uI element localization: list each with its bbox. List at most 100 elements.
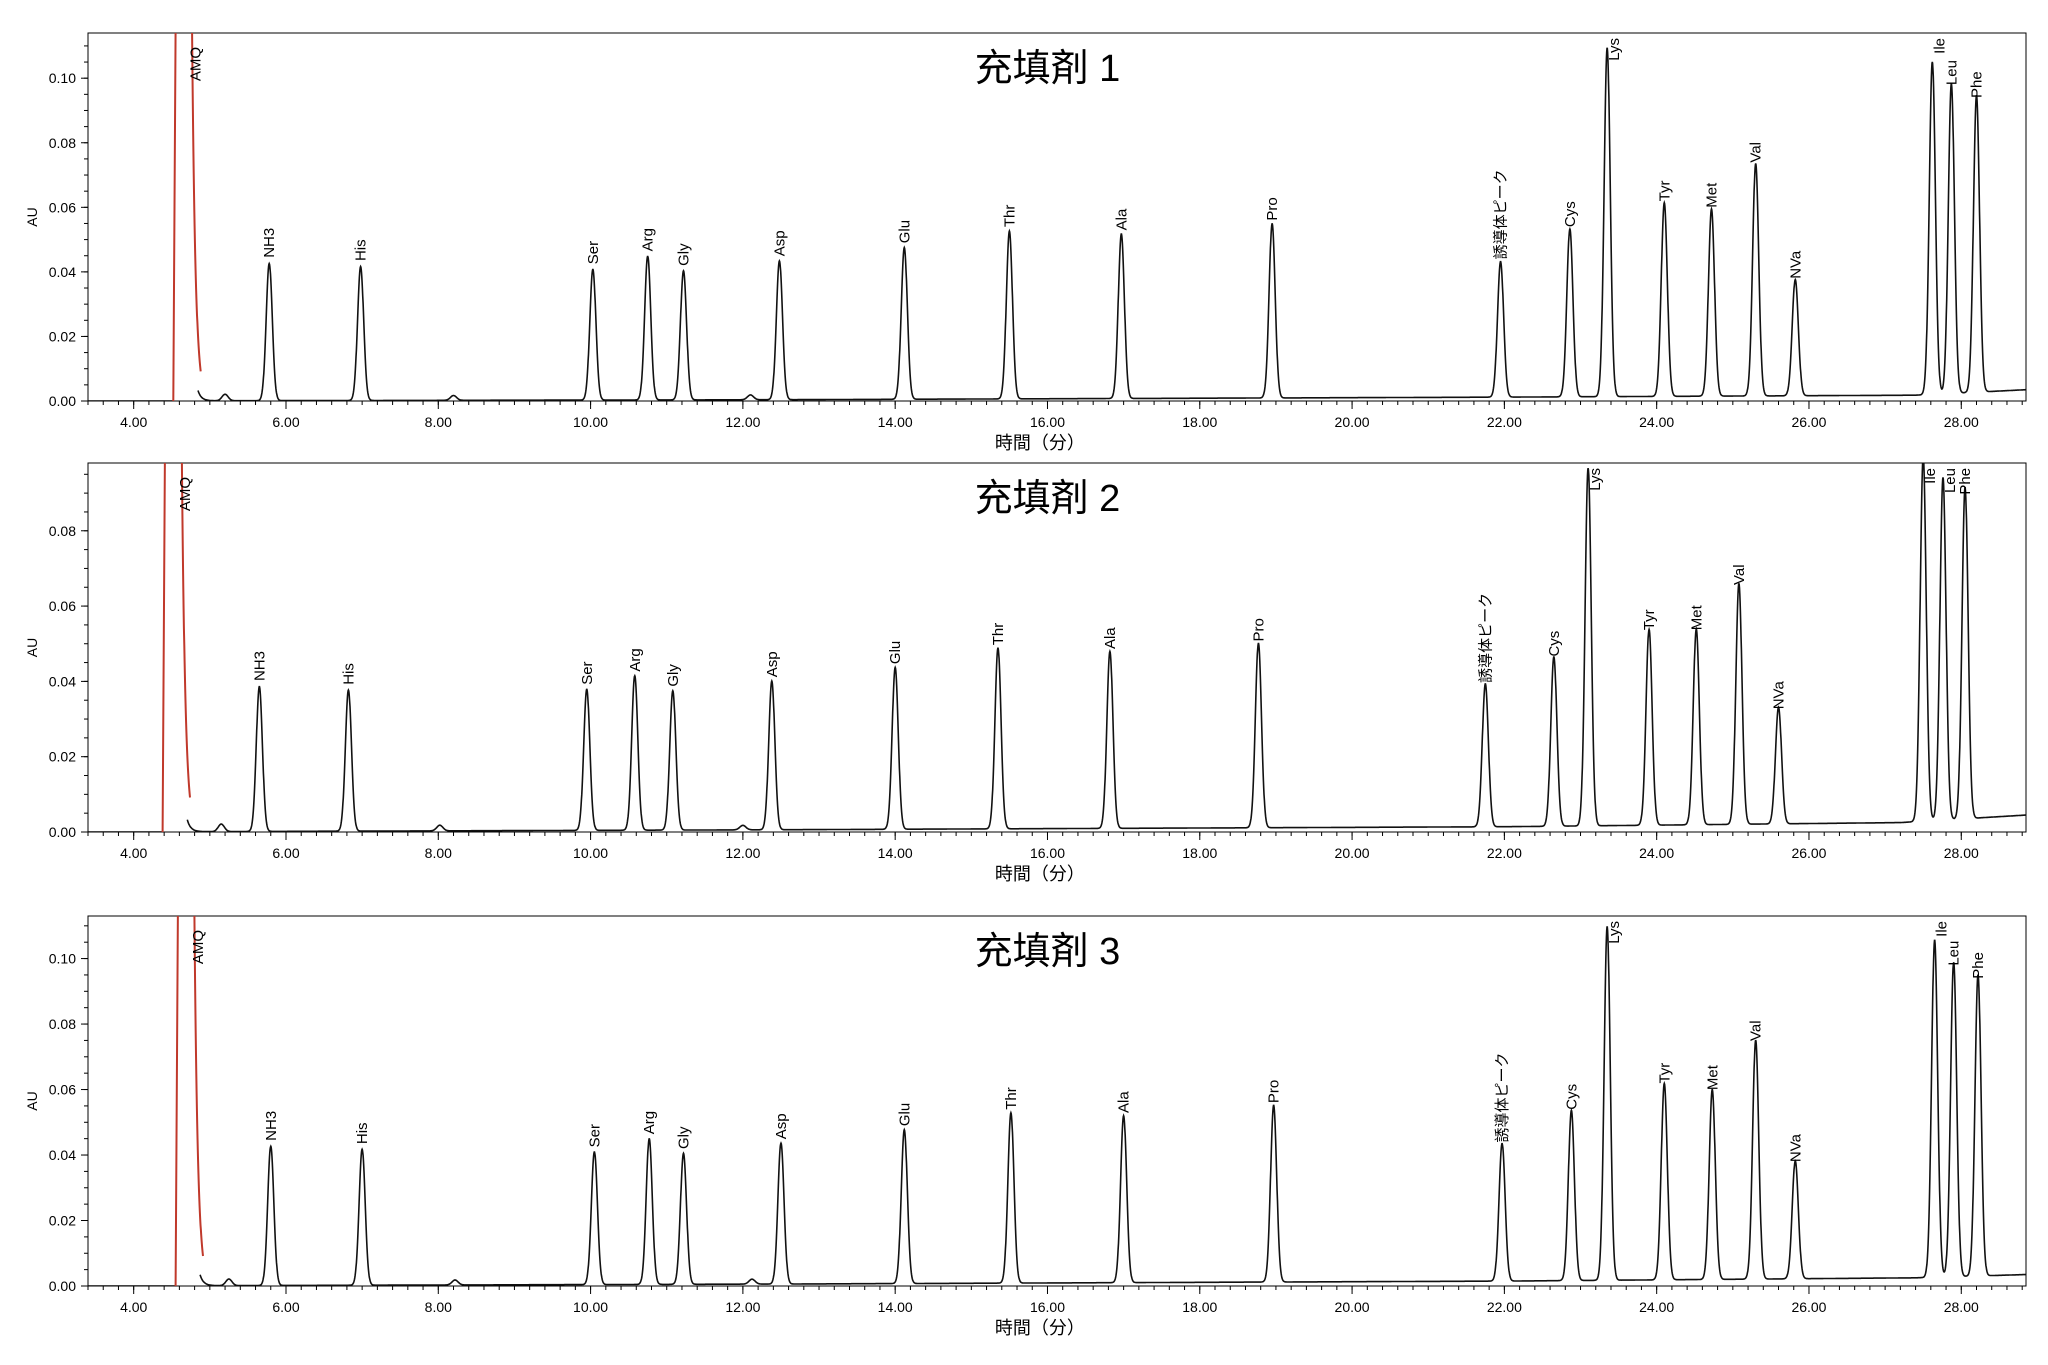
peak-label: Lys [1606,38,1623,61]
x-tick-label: 4.00 [120,1299,147,1315]
y-tick-label: 0.02 [49,328,76,344]
peak-label: Asp [771,230,788,256]
peak-label: Cys [1562,201,1579,227]
x-tick-label: 22.00 [1487,1299,1522,1315]
x-tick-label: 12.00 [725,845,760,861]
y-tick-label: 0.10 [49,70,76,86]
peak-label: NH3 [261,228,278,258]
x-tick-label: 8.00 [425,414,452,430]
peak-label: 誘導体ピーク [1477,593,1494,683]
y-tick-label: 0.08 [49,523,76,539]
x-tick-label: 26.00 [1791,414,1826,430]
peak-label: Lys [1587,468,1604,491]
x-tick-label: 4.00 [120,414,147,430]
peak-label: Lys [1606,921,1623,944]
peak-label: Pro [1264,197,1281,220]
x-tick-label: 28.00 [1944,414,1979,430]
peak-label: Tyr [1641,609,1658,630]
y-tick-label: 0.00 [49,393,76,409]
peak-label: Ala [1102,627,1119,649]
amq-peak [161,463,191,832]
y-tick-label: 0.06 [49,199,76,215]
x-tick-label: 10.00 [573,845,608,861]
chromatogram-panel-3: 0.00 0.02 0.04 0.06 0.08 0.10 4.00 6.00 8.00 10.0… [24,915,2027,1338]
peak-label: Pro [1266,1080,1283,1103]
peak-label: NH3 [251,651,268,681]
x-tick-label: 22.00 [1487,414,1522,430]
peak-label: Gly [675,243,692,266]
peak-label: NVa [1787,250,1804,279]
peak-label: Ile [1934,921,1951,937]
plot-frame [87,462,2027,833]
y-tick-label: 0.04 [49,673,76,689]
peak-label: NVa [1771,681,1788,710]
chromatogram-trace [199,926,2026,1286]
peak-label-amq: AMQ [177,477,194,511]
panel-title: 充填剤 3 [975,931,1121,973]
peak-label: Phe [1969,71,1986,98]
peak-label: Ile [1922,468,1939,484]
x-tick-label: 22.00 [1487,845,1522,861]
x-tick-label: 12.00 [725,414,760,430]
x-tick-label: 14.00 [878,414,913,430]
x-tick-label: 14.00 [878,1299,913,1315]
peak-label: His [340,663,357,685]
peak-label: Glu [896,1103,913,1126]
y-axis-label: AU [24,638,40,657]
peak-label: Cys [1546,631,1563,657]
peak-label: 誘導体ピーク [1493,169,1510,259]
peak-label: Glu [887,641,904,664]
peak-label: Val [1748,142,1765,163]
x-tick-label: 16.00 [1030,845,1065,861]
peak-label: Ile [1931,38,1948,54]
peak-label: Ala [1113,208,1130,230]
x-tick-label: 20.00 [1335,414,1370,430]
peak-label: Val [1748,1020,1765,1041]
x-tick-label: 16.00 [1030,1299,1065,1315]
peak-label: His [353,239,370,261]
x-tick-label: 6.00 [272,845,299,861]
peak-label: Ser [586,1124,603,1147]
x-tick-label: 10.00 [573,414,608,430]
y-tick-label: 0.02 [49,749,76,765]
chromatogram-panel-1: 0.00 0.02 0.04 0.06 0.08 0.10 4.00 6.00 8.00 10.0… [24,32,2027,453]
peak-label: Met [1688,604,1705,630]
x-tick-label: 4.00 [120,845,147,861]
y-tick-label: 0.00 [49,824,76,840]
peak-label: Arg [640,228,657,251]
peak-label-amq: AMQ [188,47,205,81]
y-tick-label: 0.08 [49,135,76,151]
peak-label: 誘導体ピーク [1494,1052,1511,1142]
peak-label: Leu [1942,468,1959,493]
peak-label: Ser [585,241,602,264]
y-tick-label: 0.04 [49,264,76,280]
peak-label: Thr [1003,1087,1020,1110]
peak-label: Tyr [1656,1063,1673,1084]
peak-label: His [354,1122,371,1144]
peak-label: Phe [1970,952,1987,979]
peak-label: Asp [764,651,781,677]
chromatogram-trace [186,463,2026,832]
peak-label: Thr [990,623,1007,646]
chromatogram-trace [197,47,2026,401]
peak-label: Ala [1116,1091,1133,1113]
y-tick-label: 0.06 [49,1082,76,1098]
panel-title: 充填剤 1 [975,48,1121,90]
peak-label: Arg [641,1111,658,1134]
x-tick-label: 18.00 [1182,1299,1217,1315]
x-tick-label: 24.00 [1639,414,1674,430]
x-tick-label: 8.00 [425,1299,452,1315]
peak-label: Ser [579,661,596,684]
plot-frame [87,915,2027,1287]
peak-label: Gly [665,664,682,687]
plot-frame [87,32,2027,402]
peak-label: Leu [1946,941,1963,966]
y-tick-label: 0.08 [49,1016,76,1032]
x-tick-label: 20.00 [1335,845,1370,861]
peak-label: NH3 [263,1111,280,1141]
x-tick-label: 28.00 [1944,845,1979,861]
peak-label: Tyr [1656,180,1673,201]
x-tick-label: 28.00 [1944,1299,1979,1315]
y-axis-label: AU [24,207,40,226]
